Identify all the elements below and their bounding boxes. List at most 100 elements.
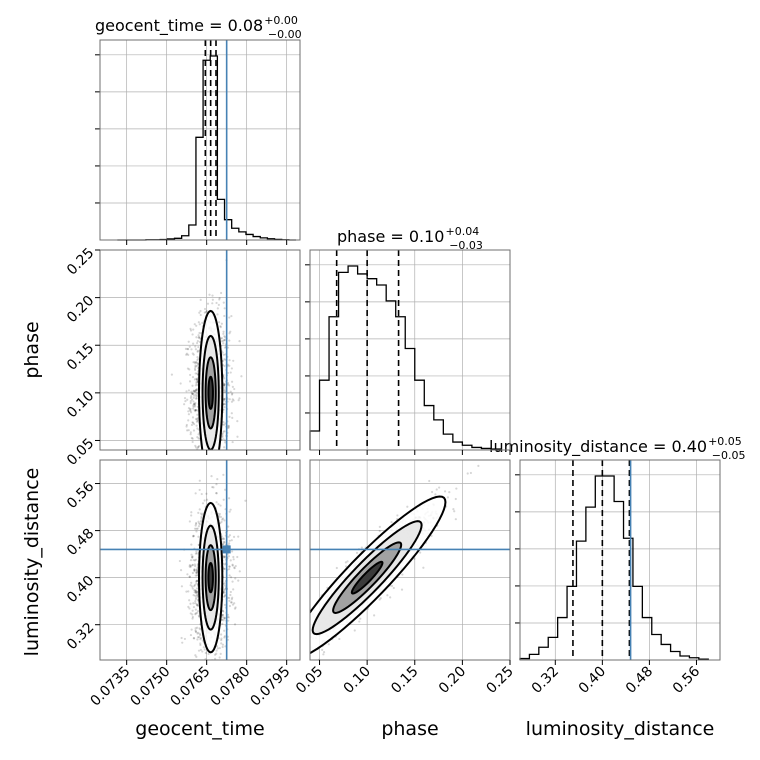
y-tick-label: 0.48 [64, 526, 97, 559]
sample-point [227, 535, 230, 538]
sample-point [196, 362, 200, 365]
sample-point [210, 468, 212, 470]
sample-point [406, 505, 409, 508]
sample-point [183, 397, 187, 400]
sample-point [229, 576, 233, 579]
sample-point [264, 654, 266, 656]
sample-point [358, 620, 361, 623]
sample-point [221, 645, 224, 649]
sample-point [220, 438, 223, 441]
sample-point [283, 653, 285, 655]
sample-point [221, 518, 224, 521]
sample-point [194, 654, 197, 657]
sample-point [344, 561, 347, 564]
sample-point [223, 541, 226, 544]
sample-point [244, 499, 247, 502]
sample-point [196, 632, 199, 635]
sample-point [438, 486, 441, 489]
sample-point [222, 423, 226, 426]
sample-point [215, 462, 217, 464]
sample-point [195, 388, 198, 392]
sample-point [192, 602, 195, 605]
sample-point [194, 589, 197, 592]
sample-point [221, 643, 225, 646]
sample-point [307, 609, 309, 611]
sample-point [188, 599, 191, 602]
sample-point [212, 457, 214, 459]
sample-point [211, 485, 214, 489]
sample-point [231, 580, 234, 583]
sample-point [232, 555, 235, 559]
panel-hist-luminosity_distance: 0.32 0.40 0.48 0.56 [515, 459, 721, 697]
sample-point [187, 406, 191, 410]
sample-point [194, 368, 197, 372]
sample-point [194, 612, 197, 615]
sample-point [199, 628, 202, 631]
sample-point [233, 387, 236, 391]
sample-point [193, 527, 197, 530]
sample-point [210, 475, 213, 478]
sample-point [231, 392, 234, 395]
sample-point [190, 390, 193, 393]
sample-point [190, 465, 192, 467]
sample-point [191, 421, 195, 424]
sample-point [193, 390, 196, 393]
sample-point [221, 613, 225, 617]
sample-point [195, 611, 199, 614]
sample-point [215, 492, 218, 495]
sample-point [191, 571, 194, 575]
grid-lines [520, 460, 720, 660]
sample-point [216, 481, 218, 483]
sample-point [232, 359, 235, 362]
sample-point [298, 665, 300, 667]
sample-point [230, 601, 233, 604]
sample-point [192, 423, 196, 426]
sample-point [282, 661, 284, 663]
sample-point [195, 521, 198, 525]
sample-point [191, 392, 194, 396]
xlabel-phase: phase [381, 718, 438, 740]
sample-point [196, 566, 199, 569]
sample-point [228, 384, 231, 387]
sample-point [195, 336, 198, 339]
sample-point [210, 498, 212, 500]
sample-point [228, 415, 231, 418]
sample-point [215, 663, 217, 665]
sample-point [220, 633, 223, 636]
sample-point [209, 471, 211, 473]
sample-point [289, 653, 291, 655]
sample-point [305, 659, 307, 661]
sample-point [210, 472, 212, 474]
sample-point [400, 588, 404, 591]
sample-point [455, 487, 458, 490]
sample-point [228, 539, 231, 542]
sample-point [184, 400, 187, 403]
sample-point [222, 454, 224, 456]
sample-point [198, 331, 201, 335]
sample-point [477, 464, 480, 467]
sample-point [179, 473, 181, 475]
sample-point [193, 409, 196, 412]
sample-point [215, 663, 217, 665]
sample-point [204, 651, 207, 655]
sample-point [227, 616, 230, 619]
y-tick-label: 0.40 [64, 573, 97, 606]
sample-point [196, 610, 200, 613]
sample-point [222, 542, 225, 545]
sample-point [222, 330, 225, 333]
sample-point [194, 446, 198, 449]
sample-point [196, 580, 199, 583]
sample-point [223, 335, 226, 338]
sample-point [196, 340, 199, 343]
sample-point [188, 520, 191, 523]
sample-point [222, 332, 225, 335]
sample-point [187, 419, 190, 422]
sample-point [199, 642, 202, 645]
sample-point [305, 614, 307, 616]
sample-point [192, 605, 196, 609]
sample-point [305, 634, 307, 636]
sample-point [199, 643, 202, 647]
sample-point [198, 337, 201, 340]
sample-point [194, 523, 198, 526]
